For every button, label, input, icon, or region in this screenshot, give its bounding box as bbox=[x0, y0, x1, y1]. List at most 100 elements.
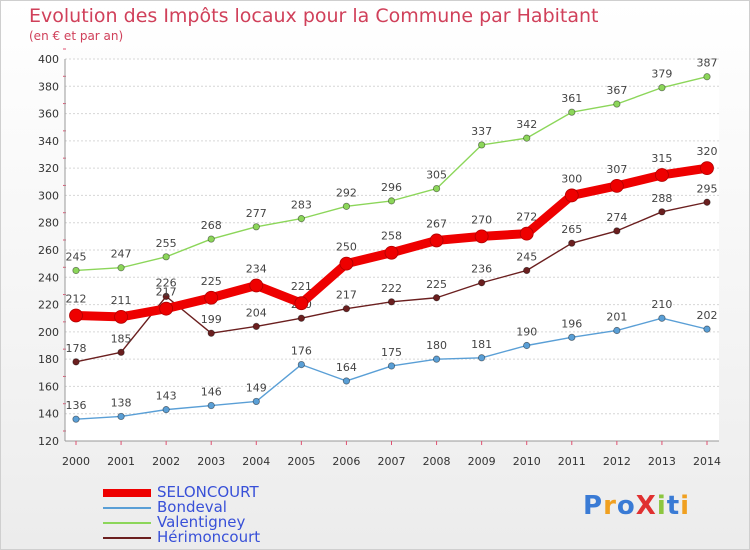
legend-item: Valentigney bbox=[103, 515, 260, 530]
data-label: 268 bbox=[201, 219, 222, 232]
x-tick-label: 2014 bbox=[693, 455, 721, 468]
data-point bbox=[474, 229, 489, 244]
x-tick-label: 2013 bbox=[648, 455, 676, 468]
data-point bbox=[568, 239, 576, 247]
data-label: 185 bbox=[111, 332, 132, 345]
y-tick-label: 160 bbox=[38, 380, 59, 393]
chart-subtitle: (en € et par an) bbox=[29, 29, 124, 43]
data-point bbox=[564, 188, 579, 203]
data-point bbox=[339, 256, 354, 271]
data-label: 202 bbox=[697, 309, 718, 322]
proxiti-logo: ProXiti bbox=[583, 491, 690, 521]
data-label: 292 bbox=[336, 186, 357, 199]
data-point bbox=[478, 354, 486, 362]
data-label: 255 bbox=[156, 237, 177, 250]
data-point bbox=[114, 309, 128, 324]
data-label: 181 bbox=[471, 338, 492, 351]
legend-item: Bondeval bbox=[103, 500, 260, 515]
legend-label: Valentigney bbox=[157, 513, 246, 531]
data-point bbox=[387, 197, 396, 205]
data-label: 176 bbox=[291, 345, 312, 358]
data-point bbox=[703, 73, 711, 81]
data-point bbox=[613, 326, 621, 335]
data-point bbox=[523, 134, 531, 142]
data-label: 267 bbox=[426, 217, 447, 230]
data-point bbox=[432, 185, 441, 193]
data-label: 204 bbox=[246, 306, 267, 319]
data-point bbox=[655, 168, 669, 182]
data-point bbox=[387, 362, 396, 370]
data-label: 225 bbox=[426, 278, 447, 291]
data-label: 270 bbox=[471, 213, 492, 226]
data-label: 178 bbox=[66, 342, 87, 355]
data-point bbox=[429, 233, 444, 248]
x-tick-label: 2002 bbox=[152, 455, 180, 468]
data-point bbox=[252, 397, 260, 406]
data-point bbox=[658, 314, 666, 322]
data-point bbox=[297, 215, 305, 223]
legend-label: SELONCOURT bbox=[157, 483, 259, 501]
data-label: 277 bbox=[246, 207, 267, 220]
data-label: 247 bbox=[111, 248, 132, 261]
data-point bbox=[478, 279, 486, 287]
data-label: 196 bbox=[561, 317, 582, 330]
data-point bbox=[432, 294, 441, 302]
logo-letter: i bbox=[680, 491, 691, 521]
x-tick-label: 2006 bbox=[332, 455, 360, 468]
y-tick-label: 180 bbox=[38, 353, 59, 366]
data-point bbox=[162, 406, 170, 414]
legend-swatch bbox=[103, 536, 151, 539]
data-label: 234 bbox=[246, 262, 267, 275]
data-label: 190 bbox=[516, 326, 537, 339]
x-tick-label: 2005 bbox=[287, 455, 315, 468]
logo-letter: t bbox=[666, 491, 681, 521]
data-point bbox=[117, 412, 125, 421]
data-point bbox=[72, 358, 80, 366]
data-point bbox=[384, 245, 399, 260]
data-label: 210 bbox=[651, 298, 672, 311]
data-point bbox=[297, 360, 305, 369]
data-label: 320 bbox=[697, 145, 718, 158]
data-point bbox=[207, 329, 215, 337]
data-point bbox=[117, 264, 125, 272]
y-tick-label: 300 bbox=[38, 189, 59, 202]
data-point bbox=[72, 266, 80, 275]
chart-title: Evolution des Impôts locaux pour la Comm… bbox=[29, 5, 599, 27]
legend-swatch bbox=[103, 506, 151, 509]
data-label: 201 bbox=[606, 310, 627, 323]
x-tick-label: 2009 bbox=[468, 455, 496, 468]
y-tick-label: 320 bbox=[38, 162, 59, 175]
data-point bbox=[387, 298, 396, 306]
logo-letter: i bbox=[656, 491, 667, 521]
x-tick-label: 2011 bbox=[558, 455, 586, 468]
data-label: 217 bbox=[156, 286, 177, 299]
data-point bbox=[523, 266, 531, 275]
data-label: 225 bbox=[201, 275, 222, 288]
data-label: 199 bbox=[201, 313, 222, 326]
data-label: 236 bbox=[471, 263, 492, 276]
y-tick-label: 120 bbox=[38, 435, 59, 448]
data-label: 146 bbox=[201, 386, 222, 399]
logo-letter: o bbox=[616, 491, 636, 521]
data-label: 300 bbox=[561, 172, 582, 185]
y-tick-label: 240 bbox=[38, 271, 59, 284]
data-point bbox=[207, 401, 215, 410]
legend-item: SELONCOURT bbox=[103, 485, 260, 500]
data-label: 274 bbox=[606, 211, 627, 224]
data-label: 222 bbox=[381, 282, 402, 295]
data-point bbox=[207, 235, 215, 243]
data-label: 367 bbox=[606, 84, 627, 97]
x-tick-label: 2010 bbox=[513, 455, 541, 468]
logo-letter: P bbox=[583, 491, 604, 521]
y-tick-label: 220 bbox=[38, 299, 59, 312]
data-point bbox=[703, 198, 711, 206]
data-point bbox=[69, 308, 83, 323]
logo-letter: X bbox=[635, 491, 657, 521]
data-point bbox=[249, 278, 264, 293]
data-point bbox=[342, 202, 351, 210]
data-point bbox=[297, 314, 305, 322]
y-tick-label: 380 bbox=[38, 80, 59, 93]
data-label: 180 bbox=[426, 339, 447, 352]
data-point bbox=[252, 223, 260, 231]
